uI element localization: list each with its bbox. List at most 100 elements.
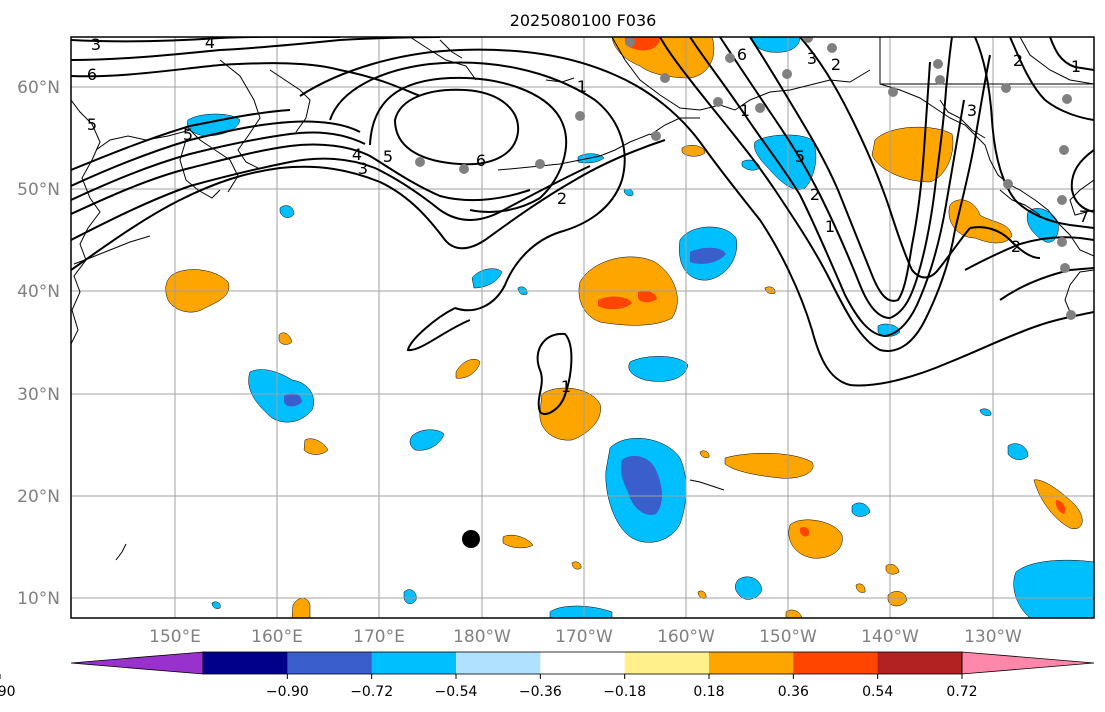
station-dot (725, 53, 735, 63)
positive-anomaly (539, 387, 601, 441)
positive-anomaly (291, 598, 311, 618)
colorbar-segments (70, 651, 1095, 675)
station-dots (415, 37, 1076, 320)
negative-anomaly (211, 601, 221, 609)
lat-label-50n: 50°N (17, 180, 60, 200)
station-dot (755, 103, 765, 113)
contour-label: 5 (183, 125, 193, 144)
contour-label: 5 (383, 147, 393, 166)
colorbar-segment (877, 652, 963, 674)
negative-anomaly (628, 356, 689, 382)
station-dot (1057, 195, 1067, 205)
colorbar-tick-label: −0.18 (603, 684, 646, 700)
colorbar: −0.90 −0.72 −0.54 −0.36 −0.18 0.18 0.36 0.54 0.7… (0, 651, 1095, 700)
contour-label: 1 (577, 77, 587, 96)
contour-label: 1 (740, 101, 750, 120)
positive-anomaly-strong (799, 527, 810, 537)
negative-anomaly-strong (620, 455, 662, 515)
negative-anomaly (1007, 443, 1029, 460)
colorbar-tick-label: −0.90 (266, 684, 309, 700)
gridlines (71, 37, 1094, 618)
positive-anomaly (502, 534, 534, 549)
negative-anomaly (279, 205, 295, 218)
station-dot (575, 111, 585, 121)
colorbar-outline (202, 651, 963, 675)
contour-label: 1 (1071, 57, 1081, 76)
station-dot (1060, 263, 1070, 273)
contour-label: 2 (831, 55, 841, 74)
station-dot (933, 59, 943, 69)
colorbar-extend-min (70, 651, 204, 675)
lon-label-160w: 160°W (657, 627, 715, 647)
lon-label-180w: 180°W (453, 627, 511, 647)
colorbar-tick-label: 0.18 (693, 684, 724, 700)
lon-label-150w: 150°W (759, 627, 817, 647)
lon-label-130w: 130°W (964, 627, 1022, 647)
negative-anomaly (549, 605, 613, 618)
contour-label: 5 (795, 147, 805, 166)
station-dot (535, 159, 545, 169)
station-dot (1059, 145, 1069, 155)
contour-label: 2 (1013, 51, 1023, 70)
lon-label-170w: 170°W (555, 627, 613, 647)
colorbar-extend-max (961, 651, 1095, 675)
lon-label-170e: 170°E (353, 627, 405, 647)
colorbar-segment (456, 652, 541, 674)
positive-anomaly (455, 359, 481, 379)
contour-label: 4 (352, 145, 362, 164)
station-dot (415, 157, 425, 167)
station-dot (651, 131, 661, 141)
contour-label: 3 (967, 101, 977, 120)
negative-anomaly (409, 429, 445, 451)
station-dot (625, 37, 635, 47)
station-dot (888, 87, 898, 97)
negative-anomaly-strong (690, 247, 726, 264)
contour-label: 3 (91, 35, 101, 54)
colorbar-segment (540, 652, 626, 674)
positive-anomaly-strong (598, 296, 632, 310)
positive-anomaly (571, 561, 582, 570)
positive-anomaly (855, 583, 866, 593)
station-dot (1066, 310, 1076, 320)
lon-label-140w: 140°W (861, 627, 919, 647)
contour-labels: 3 4 6 5 5 4 3 5 6 1 2 1 6 3 2 1 2 1 5 3 (87, 33, 1089, 396)
longitude-labels: 150°E 160°E 170°E 180°W 170°W 160°W 150°… (149, 627, 1022, 647)
lat-label-30n: 30°N (17, 385, 60, 405)
positive-anomaly (699, 450, 710, 458)
colorbar-segment (624, 652, 710, 674)
position-marker (462, 530, 480, 548)
contour-label: 6 (87, 65, 97, 84)
lat-label-10n: 10°N (17, 589, 60, 609)
contour-label: 3 (358, 159, 368, 178)
station-dot (803, 37, 813, 43)
station-dot (782, 69, 792, 79)
contour-label: 1 (825, 217, 835, 236)
colorbar-tick-label: −0.36 (519, 684, 562, 700)
negative-anomaly-strong (284, 393, 302, 407)
station-dot (827, 43, 837, 53)
contour-label: 4 (205, 33, 215, 52)
contour-lines (71, 37, 1094, 415)
colorbar-segment (203, 652, 288, 674)
station-dot (1062, 94, 1072, 104)
station-dot (713, 97, 723, 107)
colorbar-tick-label: 0.36 (778, 684, 809, 700)
lon-label-160e: 160°E (251, 627, 303, 647)
map-area: 3 4 6 5 5 4 3 5 6 1 2 1 6 3 2 1 2 1 5 3 (70, 33, 1095, 619)
colorbar-tick-label: −0.72 (350, 684, 393, 700)
positive-anomaly (278, 332, 293, 345)
station-dot (660, 73, 670, 83)
negative-anomaly (403, 589, 417, 604)
negative-anomaly (471, 268, 503, 289)
station-dot (1057, 237, 1067, 247)
negative-anomaly (248, 369, 314, 423)
negative-anomaly (735, 576, 763, 600)
colorbar-segment (287, 652, 373, 674)
station-dot (935, 75, 945, 85)
map-frame (70, 36, 1095, 619)
positive-anomaly (303, 438, 329, 455)
negative-anomaly (979, 408, 992, 416)
lon-label-150e: 150°E (149, 627, 201, 647)
negative-anomaly (754, 134, 817, 190)
